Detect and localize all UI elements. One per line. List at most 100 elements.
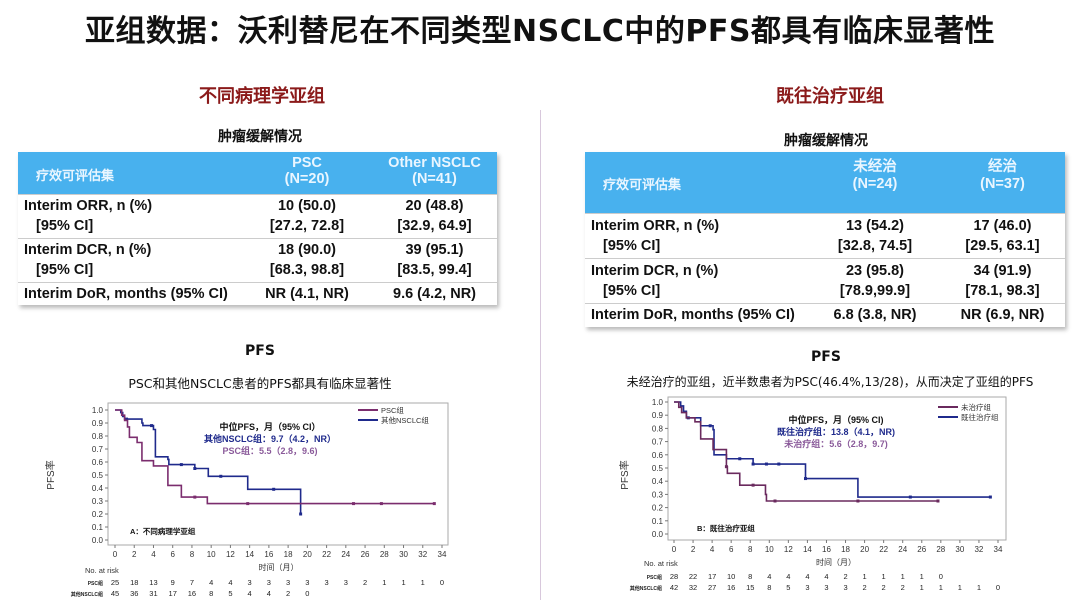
at-risk-count: 1 [958, 583, 962, 592]
at-risk-count: 4 [767, 572, 771, 581]
at-risk-count: 32 [689, 583, 697, 592]
legend-label: 既往治疗组 [961, 412, 999, 422]
at-risk-label: No. at risk [85, 566, 119, 575]
at-risk-count: 1 [977, 583, 981, 592]
x-tick-label: 16 [822, 545, 831, 554]
censor-mark [246, 502, 250, 506]
table-header-cell: 疗效可评估集 [18, 152, 242, 194]
table-row: Interim ORR, n (%) [95% CI] 10 (50.0) [27.2… [18, 193, 497, 238]
ci-label: [95% CI] [603, 237, 661, 254]
pfs-label-right: PFS [811, 349, 841, 365]
censor-mark [936, 499, 940, 503]
at-risk-count: 2 [882, 583, 886, 592]
at-risk-count: 3 [805, 583, 809, 592]
y-tick-label: 1.0 [92, 406, 104, 415]
row-label: Interim ORR, n (%) [95% CI] [585, 212, 810, 258]
censor-mark [777, 462, 781, 466]
y-tick-label: 0.8 [652, 424, 664, 433]
x-tick-label: 4 [710, 545, 715, 554]
ci-value: [78.9,99.9] [839, 282, 911, 299]
at-risk-count: 15 [746, 583, 754, 592]
at-risk-count: 3 [824, 583, 828, 592]
ci-value: [27.2, 72.8] [269, 218, 345, 234]
at-risk-count: 7 [190, 578, 194, 587]
value-cell: NR (4.1, NR) [242, 281, 372, 305]
value-cell: 20 (48.8) [32.9, 64.9] [372, 193, 497, 238]
y-tick-label: 0.8 [92, 432, 104, 441]
at-risk-count: 3 [344, 578, 348, 587]
header-label: 未经治 [853, 159, 897, 175]
value-cell: 9.6 (4.2, NR) [372, 281, 497, 305]
risk-row-label: 其他NSCLC组 [71, 591, 103, 598]
km-curve-0 [674, 401, 938, 502]
x-tick-label: 32 [974, 545, 983, 554]
at-risk-count: 2 [843, 572, 847, 581]
x-tick-label: 20 [860, 545, 869, 554]
km-curve-0 [115, 409, 435, 505]
x-tick-label: 8 [190, 550, 195, 559]
at-risk-count: 3 [286, 578, 290, 587]
ci-label: [95% CI] [36, 218, 94, 234]
y-axis-label: PFS率 [44, 460, 57, 489]
header-label: 疗效可评估集 [603, 177, 682, 193]
value-cell: 18 (90.0) [68.3, 98.8] [242, 237, 372, 282]
censor-mark [432, 502, 436, 506]
x-axis-label: 时间（月） [816, 557, 856, 567]
value: 18 (90.0) [277, 242, 337, 258]
y-tick-label: 0.6 [92, 458, 104, 467]
x-tick-label: 4 [151, 550, 156, 559]
at-risk-count: 8 [767, 583, 771, 592]
at-risk-count: 36 [130, 589, 138, 598]
at-risk-count: 28 [670, 572, 678, 581]
row-label: Interim DoR, months (95% CI) [18, 281, 242, 305]
censor-mark [751, 483, 755, 487]
x-tick-label: 16 [264, 550, 273, 559]
table-row: Interim DoR, months (95% CI) NR (4.1, NR)… [18, 281, 497, 305]
header-n: (N=37) [980, 176, 1025, 192]
divider [540, 110, 541, 600]
table-header-row: 疗效可评估集 PSC (N=20) Other NSCLC (N=41) [18, 152, 497, 194]
at-risk-count: 16 [188, 589, 196, 598]
x-tick-label: 24 [898, 545, 907, 554]
median-text: PSC组：5.5（2.8，9.6) [222, 445, 317, 456]
value-cell: 10 (50.0) [27.2, 72.8] [242, 193, 372, 238]
censor-mark [352, 502, 356, 506]
at-risk-count: 45 [111, 589, 119, 598]
x-tick-label: 22 [879, 545, 888, 554]
table-caption-right: 肿瘤缓解情况 [784, 133, 868, 149]
at-risk-count: 1 [421, 578, 425, 587]
at-risk-count: 5 [228, 589, 232, 598]
at-risk-count: 0 [305, 589, 309, 598]
y-tick-label: 0.5 [652, 464, 664, 473]
response-table-prior-treatment: 疗效可评估集 未经治 (N=24) 经治 (N=37) Interim ORR, n (%… [585, 152, 1065, 327]
metric-name: Interim DCR, n (%) [24, 242, 152, 258]
x-tick-label: 18 [284, 550, 293, 559]
at-risk-count: 2 [863, 583, 867, 592]
ci-value: [32.9, 64.9] [397, 218, 472, 234]
value: NR (6.9, NR) [960, 307, 1045, 323]
at-risk-count: 22 [689, 572, 697, 581]
metric-name: Interim DoR, months (95% CI) [591, 307, 795, 323]
km-curve-1 [674, 401, 991, 498]
ci-value: [78.1, 98.3] [965, 282, 1040, 299]
x-tick-label: 24 [341, 550, 350, 559]
table-row: Interim DCR, n (%) [95% CI] 18 (90.0) [68.3… [18, 237, 497, 282]
at-risk-count: 1 [882, 572, 886, 581]
censor-mark [219, 474, 223, 478]
censor-mark [379, 502, 383, 506]
x-tick-label: 34 [438, 550, 447, 559]
y-tick-label: 0.3 [92, 497, 104, 506]
y-tick-label: 0.2 [652, 504, 664, 513]
at-risk-count: 4 [209, 578, 213, 587]
ci-label: [95% CI] [603, 282, 661, 299]
risk-row-label: PSC组 [88, 580, 103, 587]
at-risk-count: 8 [209, 589, 213, 598]
at-risk-count: 1 [939, 583, 943, 592]
value: 17 (46.0) [973, 217, 1032, 234]
censor-mark [988, 495, 992, 499]
value-cell: 34 (91.9) [78.1, 98.3] [940, 257, 1065, 303]
km-curve-1 [115, 409, 302, 514]
y-tick-label: 0.1 [92, 523, 104, 532]
x-tick-label: 14 [803, 545, 812, 554]
at-risk-count: 9 [171, 578, 175, 587]
